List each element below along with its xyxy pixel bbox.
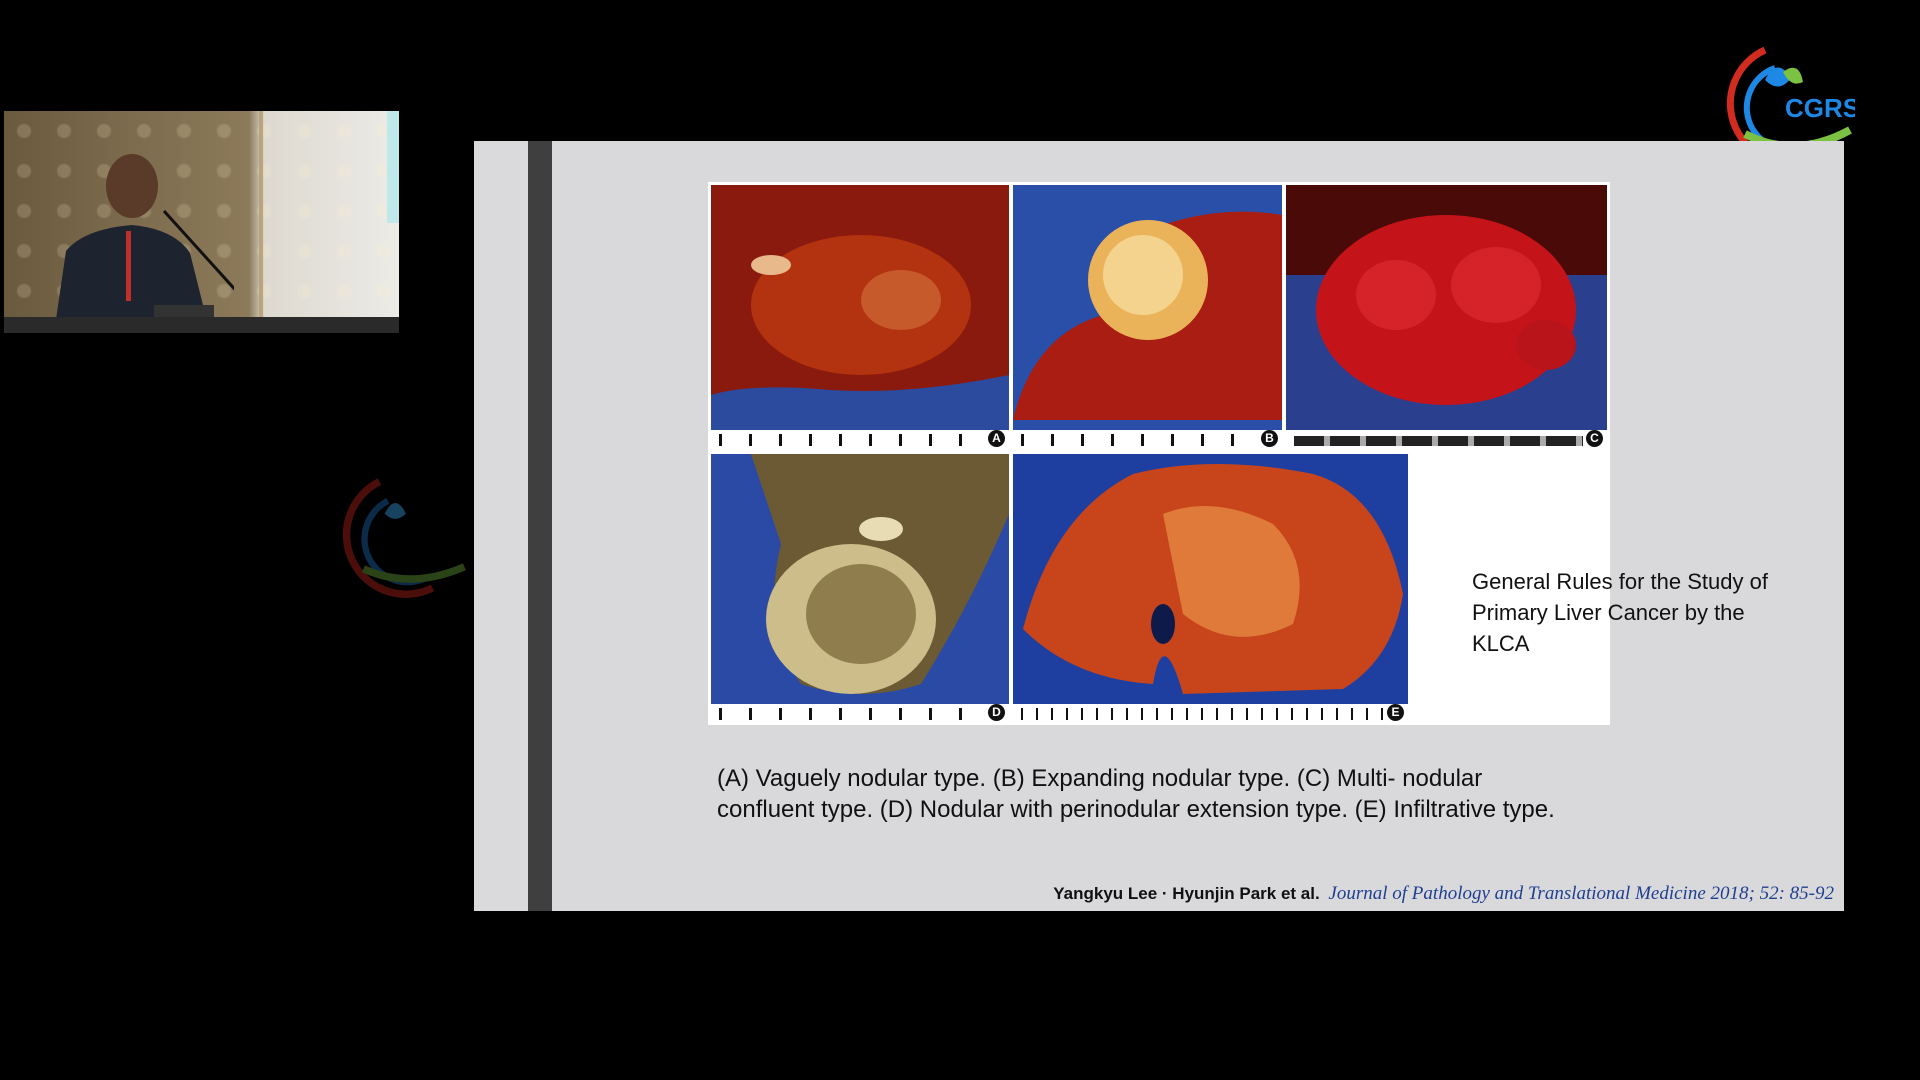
scale-ruler [1021,708,1384,720]
svg-text:CGRS: CGRS [1785,93,1855,123]
speaker-video [4,111,399,333]
watermark-logo-icon [342,478,466,598]
panel-b-scale: B [1013,430,1282,448]
figure-caption: (A) Vaguely nodular type. (B) Expanding … [717,765,1555,823]
scale-ruler [1021,434,1258,446]
presentation-slide: A B [474,141,1844,911]
panel-b-label: B [1261,430,1278,447]
citation-authors: Yangkyu Lee · Hyunjin Park et al. [1053,884,1320,903]
citation: Yangkyu Lee · Hyunjin Park et al. Journa… [1053,883,1834,905]
panel-e-image [1013,454,1408,704]
liver-specimen-figure: A B [708,182,1610,725]
figure-source-note: General Rules for the Study of Primary L… [1472,569,1768,656]
scale-ruler [719,434,985,446]
citation-journal: Journal of Pathology and Translational M… [1328,883,1834,904]
panel-d-label: D [988,704,1005,721]
panel-c-scale: C [1286,430,1607,448]
panel-e-label: E [1387,704,1404,721]
speaker-person-icon [54,154,234,333]
slide-left-margin [474,141,528,911]
panel-c-image [1286,185,1607,430]
scale-ruler [1294,436,1583,446]
projector-screen-strip [387,111,399,223]
panel-a-image [711,185,1009,430]
panel-d-scale: D [711,704,1009,722]
panel-a-label: A [988,430,1005,447]
panel-c-label: C [1586,430,1603,447]
scale-ruler [719,708,985,720]
slide-accent-bar [528,141,552,911]
panel-d-image [711,454,1009,704]
panel-e-scale: E [1013,704,1408,722]
podium-desk [4,317,399,333]
panel-a-scale: A [711,430,1009,448]
wall-panel [259,111,263,333]
panel-b-image [1013,185,1282,430]
